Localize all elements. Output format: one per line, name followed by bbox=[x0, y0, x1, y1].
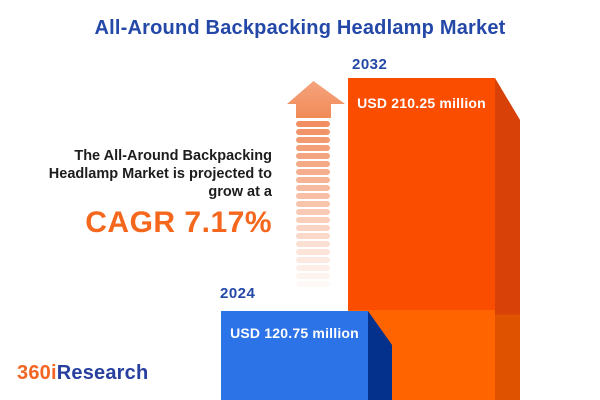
annotation-line-1: The All-Around Backpacking bbox=[74, 148, 272, 164]
arrow-stripe bbox=[296, 225, 330, 231]
arrow-stripe bbox=[296, 169, 330, 175]
arrow-stripe bbox=[296, 233, 330, 239]
arrow-stripe bbox=[296, 201, 330, 207]
bar-2024-value-label: USD 120.75 million bbox=[230, 325, 359, 341]
arrow-stripe bbox=[296, 145, 330, 151]
growth-arrow-icon bbox=[287, 81, 345, 118]
bar-2032-3d-side bbox=[495, 78, 520, 400]
annotation-line-3: grow at a bbox=[208, 184, 272, 200]
bar-2032-year-label: 2032 bbox=[352, 56, 388, 73]
cagr-value: CAGR 7.17% bbox=[85, 206, 272, 239]
arrow-stripe bbox=[296, 129, 330, 135]
bar-2032-value-label: USD 210.25 million bbox=[357, 95, 486, 111]
annotation-block: The All-Around Backpacking Headlamp Mark… bbox=[2, 147, 272, 240]
arrow-stripe bbox=[296, 281, 330, 287]
arrow-stripe bbox=[296, 265, 330, 271]
annotation-line-2: Headlamp Market is projected to bbox=[48, 166, 272, 182]
arrow-stripe bbox=[296, 209, 330, 215]
arrow-stripe bbox=[296, 249, 330, 255]
bar-2024-year-label: 2024 bbox=[220, 285, 256, 302]
growth-arrow-stripes bbox=[296, 121, 330, 291]
arrow-stripe bbox=[296, 137, 330, 143]
arrow-stripe bbox=[296, 121, 330, 127]
arrow-stripe bbox=[296, 241, 330, 247]
arrow-stripe bbox=[296, 177, 330, 183]
bar-2024 bbox=[221, 311, 368, 400]
arrow-stripe bbox=[296, 185, 330, 191]
arrow-stripe bbox=[296, 193, 330, 199]
page-title: All-Around Backpacking Headlamp Market bbox=[94, 17, 506, 39]
arrow-stripe bbox=[296, 161, 330, 167]
arrow-stripe bbox=[296, 257, 330, 263]
brand-logo-360i: 360i bbox=[17, 362, 57, 384]
arrow-stripe bbox=[296, 217, 330, 223]
brand-logo: 360iResearch bbox=[17, 362, 148, 385]
arrow-stripe bbox=[296, 273, 330, 279]
brand-logo-research: Research bbox=[56, 362, 149, 384]
arrow-stripe bbox=[296, 153, 330, 159]
